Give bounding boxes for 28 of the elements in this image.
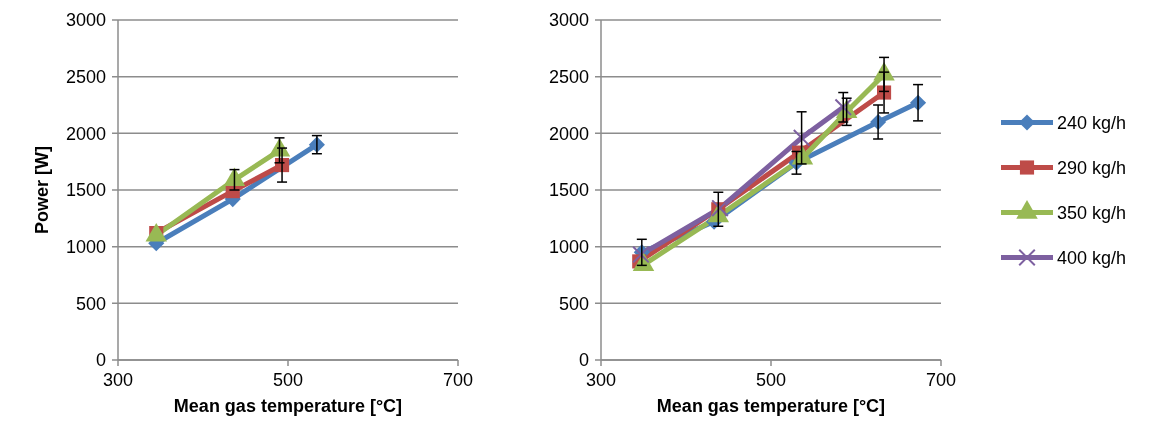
legend-label: 350 kg/h — [1057, 202, 1127, 223]
x-axis-title: Mean gas temperature [°C] — [656, 396, 886, 416]
y-tick-label: 1500 — [548, 180, 589, 201]
x-tick-label: 300 — [585, 370, 617, 390]
y-tick-label: 2000 — [548, 123, 589, 144]
y-tick-label: 2500 — [548, 66, 589, 87]
y-tick-label: 500 — [558, 293, 589, 314]
x-axis-title: Mean gas temperature [°C] — [173, 396, 403, 416]
y-axis-title: Power [W] — [32, 146, 52, 234]
x-tick-label: 500 — [272, 370, 304, 390]
x-tick-label: 700 — [925, 370, 957, 390]
x-tick-label: 300 — [102, 370, 134, 390]
legend-label: 240 kg/h — [1057, 112, 1127, 133]
legend-label: 290 kg/h — [1057, 157, 1127, 178]
point — [834, 98, 853, 117]
y-tick-label: 0 — [95, 350, 106, 371]
y-tick-label: 3000 — [548, 10, 589, 31]
y-tick-label: 1500 — [65, 180, 106, 201]
y-tick-label: 0 — [578, 350, 589, 371]
y-tick-label: 500 — [75, 293, 106, 314]
x-tick-label: 500 — [755, 370, 787, 390]
y-tick-label: 2500 — [65, 66, 106, 87]
y-tick-label: 1000 — [548, 236, 589, 257]
y-tick-label: 3000 — [65, 10, 106, 31]
x-tick-label: 700 — [442, 370, 474, 390]
y-tick-label: 2000 — [65, 123, 106, 144]
legend-label: 400 kg/h — [1057, 247, 1127, 268]
y-tick-label: 1000 — [65, 236, 106, 257]
